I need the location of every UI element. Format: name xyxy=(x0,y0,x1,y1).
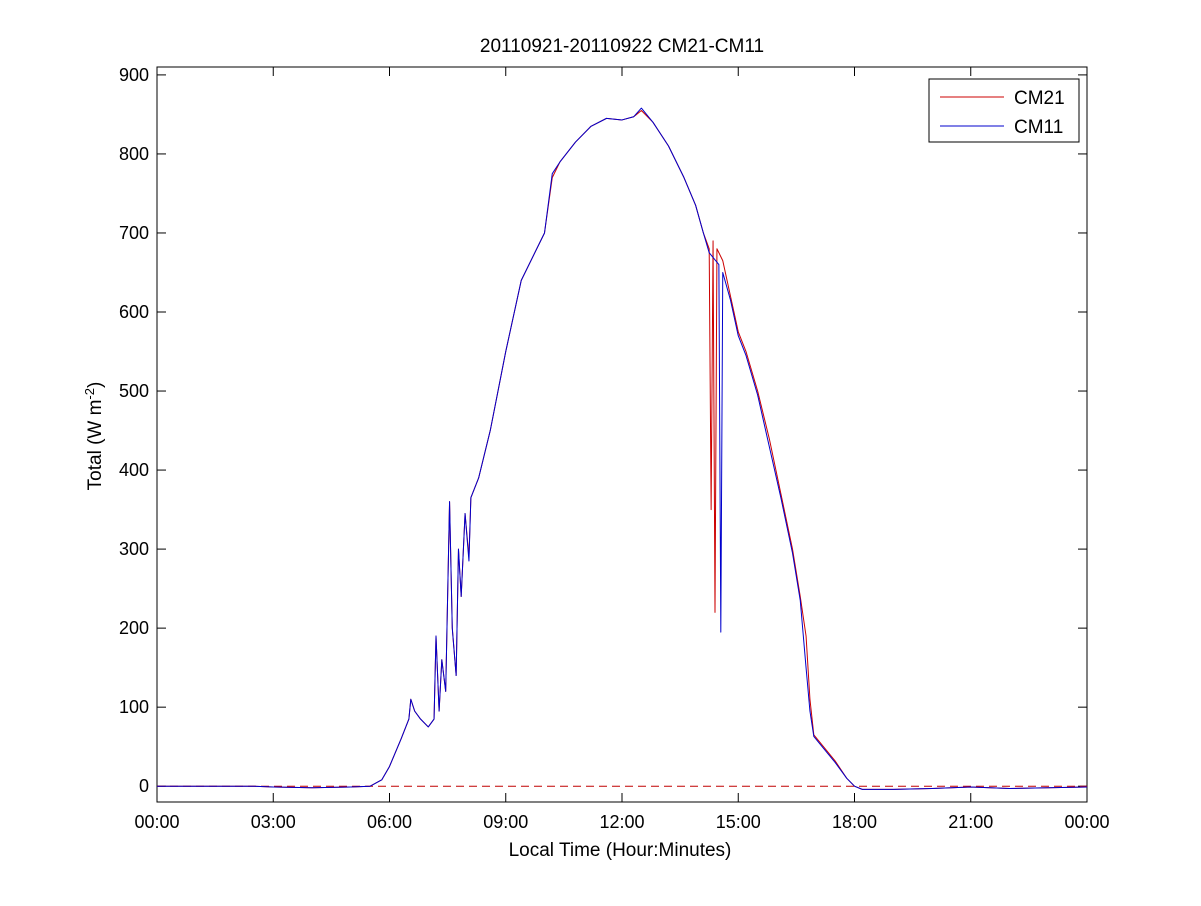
chart-title: 20110921-20110922 CM21-CM11 xyxy=(480,36,764,57)
y-axis: 0 100 200 300 400 500 600 700 800 900 xyxy=(119,65,1087,796)
x-tick-label: 09:00 xyxy=(483,812,528,832)
y-tick-label: 100 xyxy=(119,697,149,717)
legend-box xyxy=(928,78,1080,143)
legend-label-cm11: CM11 xyxy=(1014,117,1063,138)
x-tick-label: 03:00 xyxy=(251,812,296,832)
x-tick-label: 12:00 xyxy=(599,812,644,832)
y-tick-label: 700 xyxy=(119,223,149,243)
plot-area xyxy=(156,66,1088,803)
y-tick-label: 900 xyxy=(119,65,149,85)
x-tick-label: 21:00 xyxy=(948,812,993,832)
legend-label-cm21: CM21 xyxy=(1014,88,1065,109)
y-tick-label: 200 xyxy=(119,618,149,638)
y-axis-label: Total (W m-2) xyxy=(82,382,106,491)
y-tick-label: 500 xyxy=(119,381,149,401)
x-tick-label: 00:00 xyxy=(1064,812,1109,832)
x-tick-label: 06:00 xyxy=(367,812,412,832)
series-line-cm21 xyxy=(157,109,1088,790)
legend: CM21 CM11 xyxy=(928,78,1080,143)
y-tick-label: 800 xyxy=(119,144,149,164)
x-axis: 00:00 03:00 06:00 09:00 12:00 15:00 18:00 21:00… xyxy=(134,67,1110,832)
y-axis-label-suffix: ) xyxy=(85,382,106,388)
y-tick-label: 300 xyxy=(119,539,149,559)
y-axis-label-superscript: -2 xyxy=(82,388,97,400)
x-tick-label: 18:00 xyxy=(832,812,877,832)
series-line-cm11 xyxy=(157,107,1088,790)
y-tick-label: 0 xyxy=(139,776,149,796)
x-tick-label: 15:00 xyxy=(716,812,761,832)
x-tick-label: 00:00 xyxy=(134,812,179,832)
x-axis-label: Local Time (Hour:Minutes) xyxy=(509,840,732,861)
y-tick-label: 600 xyxy=(119,302,149,322)
series-layer xyxy=(157,107,1088,790)
y-tick-label: 400 xyxy=(119,460,149,480)
y-axis-label-main: Total (W m xyxy=(85,400,106,491)
